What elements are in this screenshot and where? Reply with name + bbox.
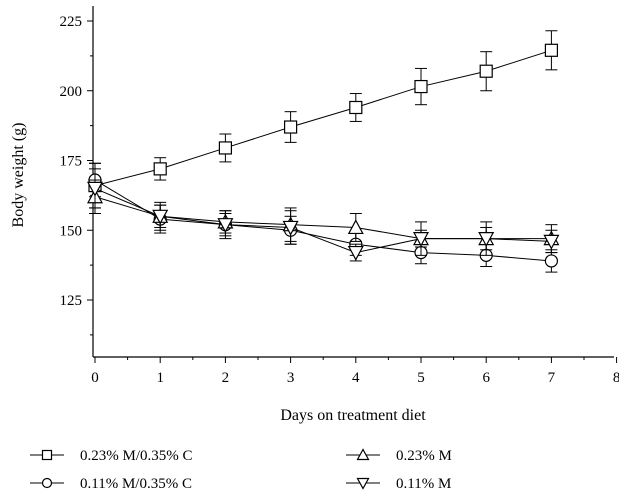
square-marker <box>284 120 298 134</box>
square-marker <box>414 79 428 94</box>
series-line <box>94 179 552 262</box>
x-tick-label: 1 <box>156 370 164 386</box>
y-tick-label: 175 <box>60 154 83 170</box>
legend-label: 0.23% M/0.35% C <box>80 448 193 464</box>
triangle-down-marker <box>543 234 560 250</box>
x-tick-label: 3 <box>287 370 295 386</box>
series-line <box>94 187 552 254</box>
square-marker <box>479 64 493 78</box>
y-tick-label: 225 <box>60 14 83 30</box>
square-marker <box>544 43 559 57</box>
triangle-down-marker <box>282 220 299 236</box>
triangle-down-marker <box>347 245 364 261</box>
triangle-down-marker <box>478 232 495 247</box>
legend-label: 0.11% M <box>396 476 451 492</box>
triangle-down-marker <box>412 232 430 247</box>
legend: 0.23% M/0.35% C 0.11% M/0.35% C 0.23% M 0.1… <box>30 448 452 492</box>
legend-item: 0.11% M <box>346 476 451 492</box>
legend-item: 0.23% M <box>346 448 452 464</box>
square-marker <box>41 449 53 461</box>
square-marker <box>153 162 167 176</box>
legend-item: 0.23% M/0.35% C <box>30 448 193 464</box>
x-tick-label: 4 <box>352 370 360 386</box>
series-square <box>88 30 559 209</box>
y-tick-label: 200 <box>60 84 83 100</box>
circle-marker <box>544 254 559 268</box>
circle-marker <box>41 477 53 489</box>
triangle-up-marker <box>347 219 364 235</box>
triangle-down-marker <box>356 477 370 490</box>
x-tick-label: 5 <box>417 370 425 386</box>
legend-item: 0.11% M/0.35% C <box>30 476 192 492</box>
x-tick-label: 0 <box>91 370 99 386</box>
series-line <box>94 49 552 187</box>
y-tick-label: 150 <box>60 223 83 239</box>
x-tick-label: 6 <box>482 370 490 386</box>
triangle-down-marker <box>217 218 234 233</box>
square-marker <box>349 100 363 115</box>
triangle-down-marker <box>152 209 169 225</box>
y-tick-label: 125 <box>60 293 83 309</box>
y-axis-title: Body weight (g) <box>10 123 27 228</box>
triangle-down-marker <box>86 181 104 197</box>
legend-label: 0.11% M/0.35% C <box>80 476 192 492</box>
series-layer <box>86 30 560 273</box>
x-tick-label: 7 <box>548 370 556 386</box>
series-triangle-down <box>86 168 560 262</box>
square-marker <box>218 141 232 155</box>
triangle-up-marker <box>356 448 370 461</box>
x-tick-label: 8 <box>613 370 619 386</box>
x-axis-title: Days on treatment diet <box>280 407 426 424</box>
legend-label: 0.23% M <box>396 448 452 464</box>
axes: 0 1 2 3 4 5 6 7 8 125 150 175 200 225 <box>60 6 619 386</box>
x-tick-label: 2 <box>222 370 230 386</box>
